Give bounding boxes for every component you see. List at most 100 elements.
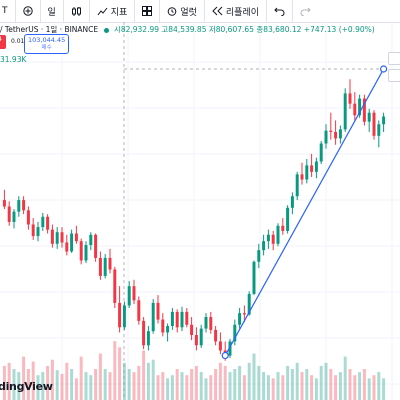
candle-body bbox=[324, 130, 328, 144]
volume-bar bbox=[55, 370, 59, 400]
candle-body bbox=[79, 241, 83, 261]
trend-line-handle[interactable] bbox=[380, 65, 388, 73]
candle-body bbox=[247, 293, 251, 315]
volume-bar bbox=[70, 369, 74, 400]
candle-body bbox=[185, 311, 189, 325]
redo-button[interactable] bbox=[292, 0, 318, 22]
volume-bar bbox=[377, 372, 381, 400]
trend-line-handle[interactable] bbox=[221, 351, 229, 360]
candle-body bbox=[199, 328, 203, 346]
volume-bar bbox=[65, 362, 69, 400]
chart-toolbar: T 일 지표 bbox=[0, 0, 400, 23]
candle-body bbox=[17, 200, 21, 212]
candle-body bbox=[156, 302, 160, 320]
candle-body bbox=[319, 143, 323, 162]
alert-label: 얼럿 bbox=[180, 7, 197, 18]
panel-toggle-button[interactable] bbox=[388, 52, 400, 65]
volume-bar bbox=[204, 378, 208, 400]
volume-bar bbox=[108, 372, 112, 400]
candle-body bbox=[262, 241, 266, 251]
volume-bar bbox=[223, 365, 227, 400]
volume-bar bbox=[113, 341, 117, 400]
candle-body bbox=[166, 326, 170, 333]
volume-bar bbox=[17, 372, 21, 400]
candle-body bbox=[305, 165, 309, 180]
candle-body bbox=[36, 227, 40, 237]
volume-bar bbox=[266, 375, 270, 400]
candle-body bbox=[94, 234, 98, 258]
replay-button[interactable]: 리플레이 bbox=[203, 0, 266, 22]
volume-bar bbox=[12, 369, 16, 400]
trend-line bbox=[224, 68, 385, 356]
candlestick-chart[interactable] bbox=[0, 22, 400, 400]
undo-icon bbox=[274, 7, 285, 16]
candle-body bbox=[310, 165, 314, 172]
indicators-button[interactable]: 지표 bbox=[88, 0, 135, 22]
volume-bar bbox=[286, 365, 290, 400]
volume-bar bbox=[98, 353, 102, 400]
templates-button[interactable] bbox=[134, 0, 159, 22]
candle-body bbox=[108, 257, 112, 270]
chart-legend: / TetherUS · 1일 · BINANCE 시82,932.99 고84… bbox=[0, 24, 375, 35]
alert-button[interactable]: 얼럿 bbox=[159, 0, 204, 22]
candle-body bbox=[22, 200, 26, 211]
add-symbol-button[interactable] bbox=[14, 0, 40, 22]
undo-button[interactable] bbox=[266, 0, 292, 22]
candle-body bbox=[257, 250, 261, 262]
volume-bar bbox=[94, 369, 98, 400]
panel-toggle-button[interactable] bbox=[388, 69, 400, 82]
legend-open: 시82,932.99 bbox=[113, 25, 159, 34]
candle-body bbox=[276, 225, 280, 244]
candle-body bbox=[329, 130, 333, 132]
volume-bar bbox=[175, 369, 179, 400]
symbol-search-button[interactable]: T bbox=[0, 0, 15, 22]
candle-body bbox=[209, 317, 213, 330]
interval-button[interactable]: 일 bbox=[39, 0, 63, 22]
volume-bar bbox=[247, 362, 251, 400]
candle-body bbox=[372, 112, 376, 136]
volume-bar bbox=[329, 369, 333, 400]
volume-bar bbox=[26, 369, 30, 400]
volume-bar bbox=[166, 378, 170, 400]
volume-bar bbox=[343, 356, 347, 400]
candle-body bbox=[233, 324, 237, 342]
volume-bar bbox=[89, 375, 93, 400]
volume-bar bbox=[271, 378, 275, 400]
candle-body bbox=[89, 234, 93, 246]
volume-bar bbox=[50, 359, 54, 400]
volume-bar bbox=[170, 375, 174, 400]
candle-body bbox=[314, 161, 318, 172]
volume-bar bbox=[122, 362, 126, 400]
candle-body bbox=[50, 229, 54, 244]
rewind-icon bbox=[212, 6, 223, 16]
volume-bar bbox=[257, 365, 261, 400]
volume-bar bbox=[305, 369, 309, 400]
sell-button[interactable]: 4 bbox=[0, 35, 6, 49]
candle-body bbox=[382, 116, 386, 125]
spread-value: 0.01 bbox=[11, 38, 25, 45]
legend-symbol-text: / TetherUS · 1일 · BINANCE bbox=[0, 25, 99, 34]
volume-bar bbox=[7, 362, 11, 400]
volume-bar bbox=[262, 372, 266, 400]
candle-body bbox=[353, 103, 357, 116]
chart-pane[interactable]: / TetherUS · 1일 · BINANCE 시82,932.99 고84… bbox=[0, 22, 400, 400]
candle-body bbox=[343, 93, 347, 130]
candle-body bbox=[204, 317, 208, 329]
alarm-clock-icon bbox=[168, 7, 177, 16]
candle-body bbox=[175, 311, 179, 328]
candle-body bbox=[26, 210, 30, 225]
volume-bar bbox=[362, 369, 366, 400]
volume-bar bbox=[324, 362, 328, 400]
grid-icon bbox=[142, 6, 153, 16]
legend-status-dot bbox=[103, 27, 109, 33]
candle-body bbox=[300, 174, 304, 180]
volume-bar bbox=[2, 365, 6, 400]
volume-bar bbox=[372, 375, 376, 400]
buy-button[interactable]: 103,044.45 매수 bbox=[24, 34, 70, 54]
candle-body bbox=[238, 313, 242, 325]
candle-body bbox=[358, 98, 362, 116]
volume-bar bbox=[209, 375, 213, 400]
candle-body bbox=[290, 196, 294, 208]
candle-body bbox=[122, 305, 126, 328]
chart-type-button[interactable] bbox=[62, 0, 89, 22]
